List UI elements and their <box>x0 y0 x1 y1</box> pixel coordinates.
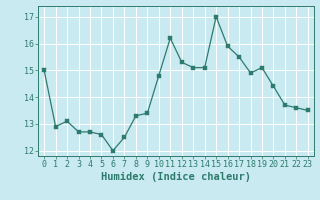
X-axis label: Humidex (Indice chaleur): Humidex (Indice chaleur) <box>101 172 251 182</box>
